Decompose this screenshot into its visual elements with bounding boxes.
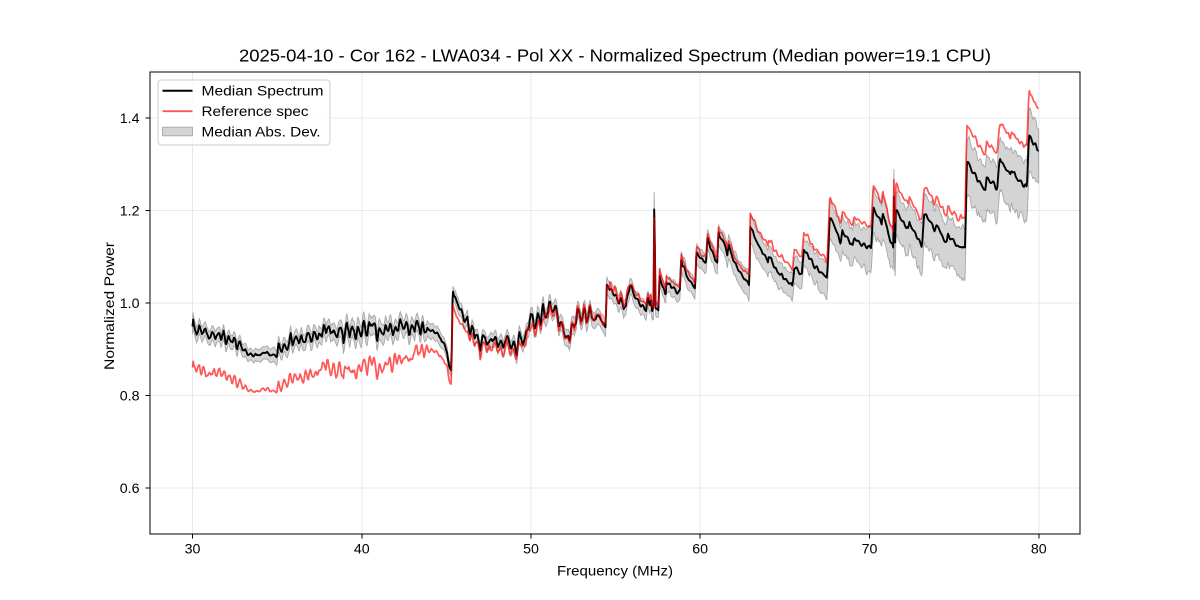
svg-text:Median Spectrum: Median Spectrum (202, 83, 324, 99)
svg-text:Frequency (MHz): Frequency (MHz) (557, 564, 673, 580)
svg-text:Reference spec: Reference spec (202, 104, 309, 120)
svg-text:1.0: 1.0 (120, 296, 140, 312)
svg-text:Median Abs. Dev.: Median Abs. Dev. (202, 124, 321, 140)
svg-text:1.2: 1.2 (120, 203, 140, 219)
svg-text:0.8: 0.8 (120, 388, 140, 404)
svg-text:70: 70 (862, 542, 878, 558)
svg-text:60: 60 (692, 542, 708, 558)
svg-text:80: 80 (1031, 542, 1047, 558)
svg-text:30: 30 (185, 542, 201, 558)
svg-text:50: 50 (523, 542, 539, 558)
svg-text:Normalized Power: Normalized Power (102, 242, 118, 370)
svg-text:40: 40 (354, 542, 370, 558)
svg-text:1.4: 1.4 (120, 111, 140, 127)
svg-text:0.6: 0.6 (120, 481, 140, 497)
svg-text:2025-04-10 - Cor 162 - LWA034: 2025-04-10 - Cor 162 - LWA034 - Pol XX -… (239, 46, 991, 66)
